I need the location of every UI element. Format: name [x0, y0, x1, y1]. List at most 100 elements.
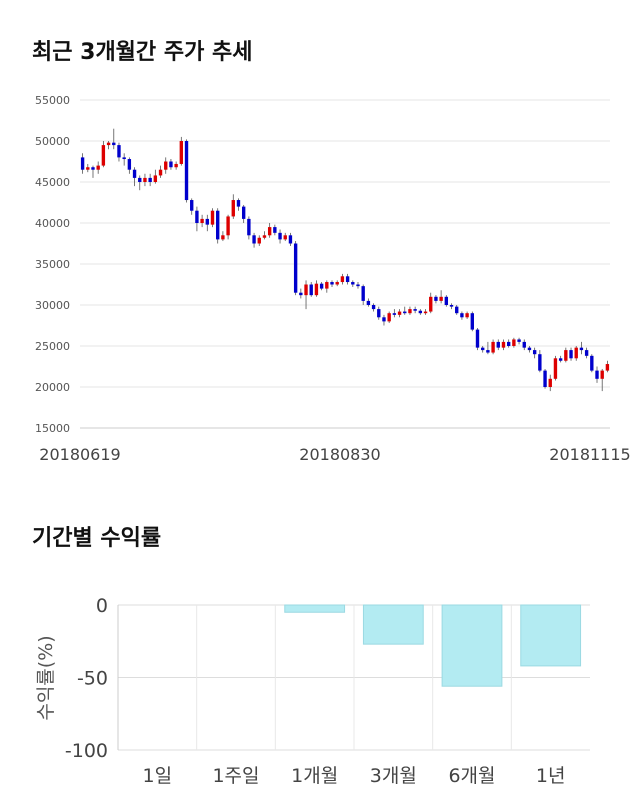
candle-body [392, 313, 397, 315]
candle-body [80, 157, 85, 170]
y-tick-label: 30000 [35, 299, 70, 312]
candle-body [158, 169, 163, 176]
candle-body [195, 210, 199, 223]
candle-body [413, 309, 417, 311]
candle-body [595, 370, 599, 379]
y-tick-label: -50 [77, 668, 108, 690]
candle-body [205, 218, 209, 225]
candle-body [153, 175, 158, 182]
candle-body [605, 364, 610, 371]
candle-body [122, 157, 126, 160]
candle-body [506, 341, 511, 346]
candle-body [481, 347, 485, 351]
candle-body [460, 313, 464, 318]
candle-body [148, 177, 152, 182]
candle-body [278, 232, 282, 240]
x-tick-label: 1일 [143, 765, 173, 787]
returns-title: 기간별 수익률 [32, 526, 162, 551]
candle-body [345, 276, 350, 283]
candle-body [216, 210, 220, 240]
candle-body [408, 309, 412, 314]
x-tick-label: 20181115 [549, 445, 630, 464]
return-bar [441, 604, 503, 687]
candle-body [96, 165, 100, 170]
candle-body [169, 161, 173, 168]
x-tick-label: 20180619 [39, 445, 120, 464]
candle-body [403, 311, 407, 314]
candle-body [226, 216, 230, 236]
candle-body [548, 378, 552, 387]
candle-body [397, 311, 402, 315]
x-tick-label: 1년 [536, 765, 566, 787]
candle-body [257, 237, 261, 244]
candle-body [221, 235, 225, 240]
candle-body [574, 347, 578, 359]
candle-body [247, 218, 251, 236]
candle-body [200, 218, 204, 223]
candle-body [522, 341, 526, 348]
candle-body [262, 235, 267, 238]
candle-body [106, 142, 111, 146]
candle-body [371, 305, 376, 310]
candle-body [91, 167, 95, 170]
candle-body [86, 167, 90, 170]
candle-body [112, 142, 116, 146]
candle-body [382, 317, 386, 322]
candle-body [532, 350, 537, 355]
candle-body [252, 235, 256, 244]
candle-body [117, 145, 121, 158]
candle-body [335, 282, 339, 285]
price-candlestick-chart: 15000 20000 25000 30000 35000 40000 45000 50000… [35, 94, 631, 464]
candle-body [164, 161, 168, 170]
candle-body [538, 354, 542, 371]
candle-body [418, 310, 423, 314]
candle-body [600, 370, 604, 379]
candle-body [330, 282, 334, 285]
candle-body [579, 347, 584, 351]
candle-body [387, 313, 391, 322]
candle-body [340, 276, 345, 283]
candle-body [190, 200, 194, 211]
candle-body [423, 311, 428, 314]
y-tick-label: 35000 [35, 258, 70, 271]
candle-body [127, 159, 132, 170]
candle-body [241, 206, 246, 219]
candle-body [465, 313, 469, 318]
candle-body [231, 200, 235, 217]
candle-body [486, 350, 490, 353]
price-trend-title: 최근 3개월간 주가 추세 [32, 40, 253, 65]
x-tick-label: 1개월 [291, 765, 338, 787]
y-tick-label: 20000 [35, 381, 70, 394]
candle-body [496, 341, 500, 348]
candle-body [356, 284, 360, 287]
candle-body [475, 329, 480, 348]
candle-body [470, 313, 474, 330]
y-tick-label: 55000 [35, 94, 70, 107]
candle-body [236, 200, 241, 207]
y-tick-label: -100 [65, 740, 108, 762]
candle-body [267, 227, 272, 236]
candle-body [501, 341, 506, 348]
candle-body [314, 283, 319, 296]
x-tick-label: 6개월 [448, 765, 495, 787]
candle-body [132, 169, 137, 178]
y-tick-label: 40000 [35, 217, 70, 230]
candle-body [444, 296, 449, 305]
x-tick-label: 20180830 [299, 445, 380, 464]
candle-body [179, 141, 184, 164]
candle-body [325, 282, 329, 289]
candle-body [491, 341, 495, 353]
y-tick-label: 15000 [35, 422, 70, 435]
candle-body [138, 177, 142, 182]
y-tick-label: 25000 [35, 340, 70, 353]
candle-body [101, 145, 106, 166]
candle-body [299, 292, 303, 296]
return-bar [520, 604, 582, 667]
candle-body [184, 141, 189, 201]
candle-body [288, 235, 293, 244]
candle-body [309, 284, 313, 296]
candle-body [590, 355, 594, 371]
candle-body [273, 227, 277, 233]
y-tick-label: 50000 [35, 135, 70, 148]
